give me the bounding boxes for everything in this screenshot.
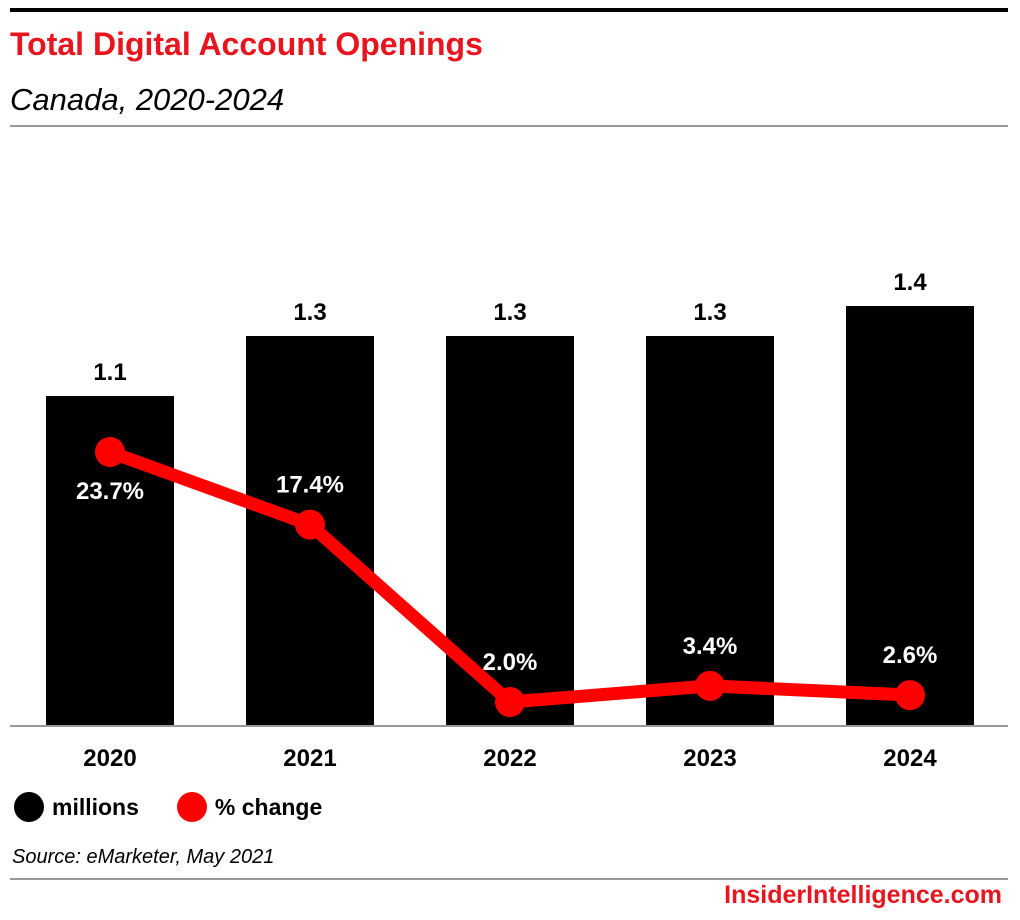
percent-change-point-2023 (695, 670, 725, 701)
percent-change-label-2024: 2.6% (883, 642, 938, 669)
source-note: Source: eMarketer, May 2021 (12, 846, 275, 868)
x-tick-label-2024: 2024 (883, 745, 937, 772)
x-tick-label-2022: 2022 (483, 745, 536, 772)
brand-logo-text: InsiderIntelligence.com (724, 881, 1002, 909)
bar-value-label-2023: 1.3 (693, 299, 726, 326)
legend-label-millions: millions (52, 793, 139, 820)
bar-value-label-2022: 1.3 (493, 299, 526, 326)
bar-2024 (846, 306, 974, 726)
bar-value-label-2024: 1.4 (893, 269, 927, 296)
legend-swatch-percent-change (176, 792, 207, 822)
percent-change-point-2024 (895, 680, 925, 711)
percent-change-label-2021: 17.4% (276, 472, 344, 499)
legend: millions % change (14, 792, 360, 822)
footer-divider (10, 878, 1008, 880)
percent-change-label-2022: 2.0% (483, 649, 538, 676)
percent-change-label-2023: 3.4% (683, 633, 738, 660)
percent-change-label-2020: 23.7% (76, 478, 144, 505)
legend-item-millions: millions (14, 792, 139, 822)
percent-change-point-2021 (295, 509, 325, 540)
header-divider (10, 125, 1008, 127)
chart-subtitle: Canada, 2020-2024 (10, 82, 285, 117)
x-tick-label-2023: 2023 (683, 745, 736, 772)
bar-value-label-2021: 1.3 (293, 299, 326, 326)
bar-2023 (646, 336, 774, 726)
bar-value-label-2020: 1.1 (93, 359, 126, 386)
legend-item-percent-change: % change (176, 792, 323, 822)
legend-swatch-millions (14, 792, 44, 822)
x-tick-label-2020: 2020 (83, 745, 136, 772)
x-tick-label-2021: 2021 (283, 745, 336, 772)
legend-label-percent-change: % change (214, 793, 323, 820)
chart-plot: 1.1 1.3 1.3 1.3 1.4 2020 2021 2022 2023 2024 23.7%… (10, 269, 1008, 772)
chart-title: Total Digital Account Openings (10, 26, 483, 62)
percent-change-point-2022 (495, 687, 525, 717)
top-rule (10, 8, 1008, 12)
percent-change-point-2020 (95, 437, 125, 467)
